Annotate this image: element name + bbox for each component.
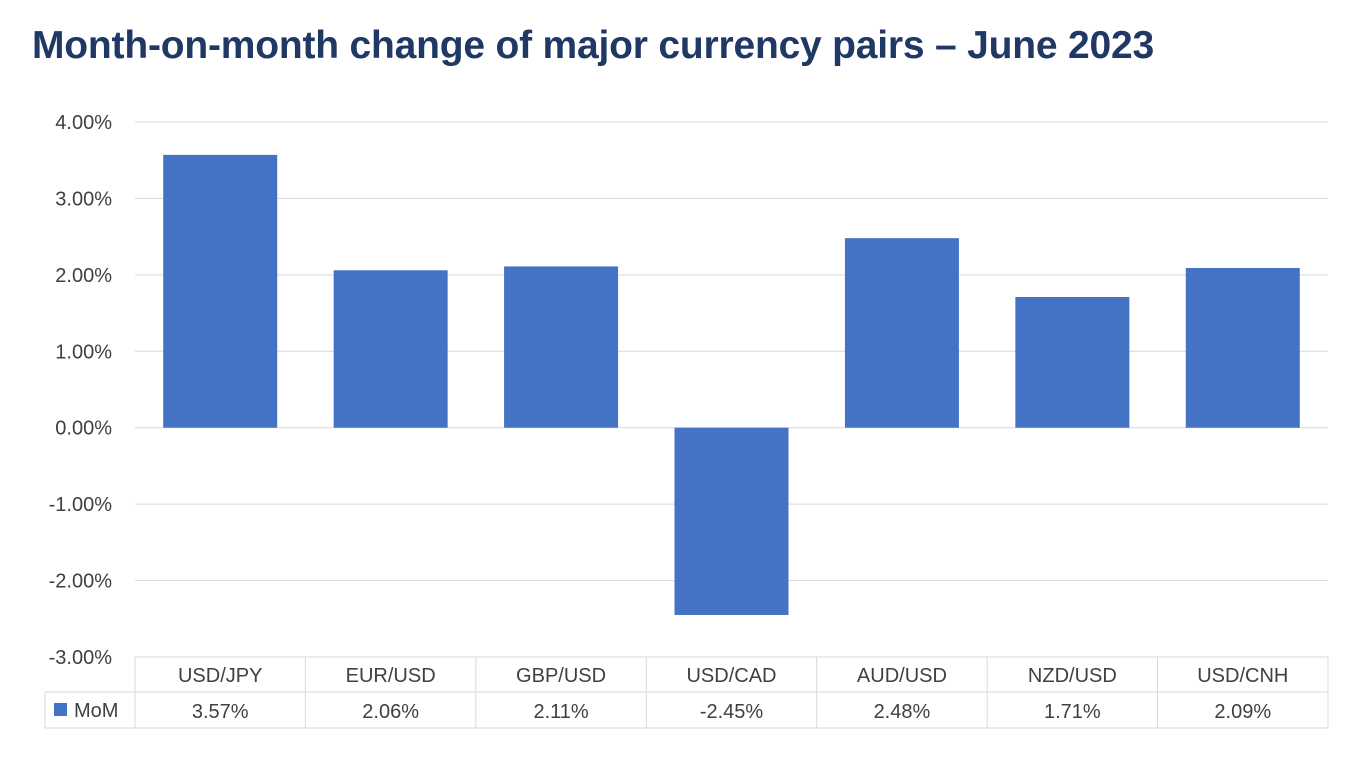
category-label: EUR/USD (346, 665, 436, 687)
bar (504, 266, 619, 428)
category-label: USD/CNH (1197, 665, 1288, 687)
y-tick-label: -1.00% (49, 494, 113, 516)
category-label: NZD/USD (1028, 665, 1117, 687)
bar (1185, 267, 1300, 428)
data-label: 2.06% (362, 701, 419, 723)
data-label: 3.57% (192, 701, 249, 723)
data-label: 2.09% (1214, 701, 1271, 723)
data-label: 2.11% (533, 701, 588, 723)
bars (163, 154, 1300, 615)
category-label: AUD/USD (857, 665, 947, 687)
category-label: USD/CAD (686, 665, 776, 687)
y-tick-label: 0.00% (55, 418, 112, 440)
bar (163, 154, 278, 428)
bar (333, 270, 448, 428)
data-table: USD/JPY 3.57% EUR/USD 2.06% GBP/USD 2.11% USD/… (44, 656, 1329, 729)
data-label: 1.71% (1044, 701, 1101, 723)
y-tick-label: 2.00% (55, 265, 112, 287)
y-tick-label: 1.00% (55, 341, 112, 363)
legend-key-swatch (54, 703, 67, 716)
y-tick-label: 4.00% (55, 112, 112, 134)
y-tick-label: -3.00% (49, 647, 113, 669)
bar (844, 238, 959, 428)
chart-title: Month-on-month change of major currency … (32, 24, 1154, 67)
y-axis-tick-labels: 4.00% 3.00% 2.00% 1.00% 0.00% -1.00% -2.00% -3.… (49, 112, 113, 669)
category-label: USD/JPY (178, 665, 262, 687)
bar (1015, 297, 1130, 428)
bar (674, 427, 789, 615)
data-label: -2.45% (700, 701, 764, 723)
y-tick-label: -2.00% (49, 571, 113, 593)
data-label: 2.48% (874, 701, 931, 723)
category-label: GBP/USD (516, 665, 606, 687)
legend-key-label: MoM (74, 700, 118, 722)
y-tick-label: 3.00% (55, 188, 112, 210)
